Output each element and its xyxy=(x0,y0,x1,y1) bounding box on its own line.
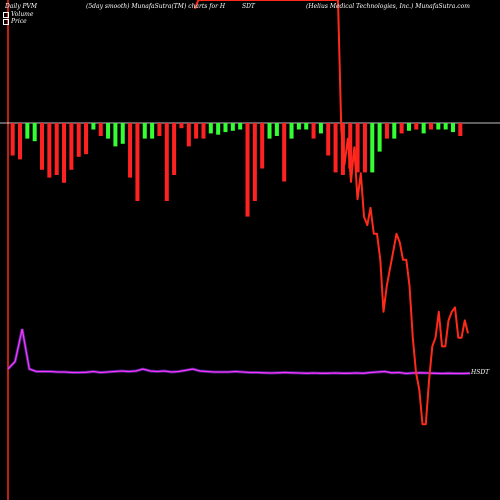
volume-bar xyxy=(260,123,265,169)
volume-bar xyxy=(326,123,331,156)
volume-bar xyxy=(194,123,199,139)
volume-bar xyxy=(458,123,463,136)
volume-bar xyxy=(392,123,397,139)
volume-bar xyxy=(428,123,433,130)
legend-volume: Volume xyxy=(3,11,33,18)
volume-bar xyxy=(348,123,353,169)
volume-bar xyxy=(62,123,67,183)
legend-volume-swatch xyxy=(3,11,9,18)
volume-bar xyxy=(186,123,191,147)
volume-bar xyxy=(106,123,111,139)
volume-bar xyxy=(47,123,52,178)
volume-bar xyxy=(128,123,133,178)
volume-bar xyxy=(289,123,294,139)
pvm-series xyxy=(6,328,471,376)
header-center: (5day smooth) MunafaSutra(TM) charts for… xyxy=(86,3,226,10)
pvm-line-glow xyxy=(6,328,471,376)
volume-bar xyxy=(230,123,235,131)
volume-bar xyxy=(304,123,309,130)
volume-bar xyxy=(179,123,184,129)
volume-bar xyxy=(223,123,228,133)
volume-bar xyxy=(370,123,375,173)
volume-bar xyxy=(450,123,456,133)
volume-bar xyxy=(208,123,213,134)
volume-bars xyxy=(10,123,463,217)
legend-price-label: Price xyxy=(11,18,27,25)
volume-bar xyxy=(238,123,243,130)
volume-bar xyxy=(311,123,316,139)
volume-bar xyxy=(216,123,221,135)
header-left: Daily PVM xyxy=(5,3,38,10)
legend-price: Price xyxy=(3,18,27,25)
volume-bar xyxy=(377,123,382,152)
volume-bar xyxy=(120,123,125,144)
volume-bar xyxy=(252,123,257,201)
volume-bar xyxy=(76,123,81,157)
volume-bar xyxy=(10,123,15,156)
volume-bar xyxy=(17,123,23,160)
volume-bar xyxy=(54,123,59,175)
ticker-end-label: HSDT xyxy=(471,369,490,376)
volume-bar xyxy=(157,123,162,136)
volume-bar xyxy=(436,123,441,130)
volume-bar xyxy=(25,123,30,139)
volume-bar xyxy=(142,123,147,139)
volume-bar xyxy=(333,123,338,173)
volume-bar xyxy=(421,123,426,134)
pvm-line xyxy=(7,328,471,375)
volume-bar xyxy=(40,123,45,170)
header-right: (Helius Medical Technologies, Inc.) Muna… xyxy=(306,3,470,10)
volume-bar xyxy=(267,123,272,139)
volume-bar xyxy=(84,123,89,155)
volume-bar xyxy=(406,123,411,131)
price-series xyxy=(194,0,469,426)
volume-bar xyxy=(135,123,140,201)
volume-bar xyxy=(399,123,404,134)
volume-bar xyxy=(274,123,279,136)
volume-bar xyxy=(414,123,419,130)
volume-bar xyxy=(164,123,169,201)
volume-bar xyxy=(245,123,250,217)
price-line xyxy=(194,0,469,426)
volume-bar xyxy=(113,123,118,147)
volume-bar xyxy=(150,123,155,139)
volume-bar xyxy=(355,123,360,173)
volume-bar xyxy=(282,123,287,182)
volume-bar xyxy=(443,123,448,130)
legend-volume-label: Volume xyxy=(11,11,34,18)
volume-bar xyxy=(201,123,206,139)
volume-bar xyxy=(98,123,103,136)
volume-bar xyxy=(384,123,389,139)
volume-bar xyxy=(91,123,96,130)
volume-bar xyxy=(296,123,301,130)
volume-bar xyxy=(32,123,37,142)
volume-bar xyxy=(172,123,177,175)
header-ticker: SDT xyxy=(242,3,255,10)
volume-bar xyxy=(69,123,74,170)
volume-bar xyxy=(362,123,367,173)
volume-bar xyxy=(318,123,323,134)
legend-price-swatch xyxy=(3,18,9,25)
